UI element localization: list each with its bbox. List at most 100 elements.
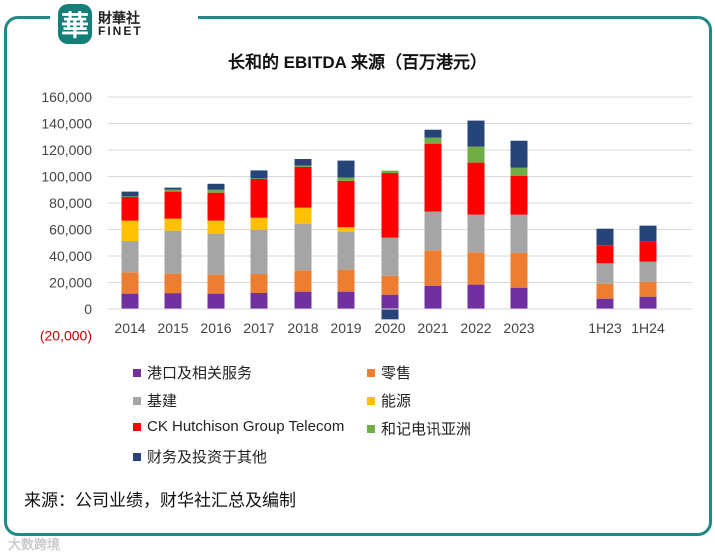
bar-segment xyxy=(164,191,182,219)
bar-segment xyxy=(337,160,355,178)
bar-segment xyxy=(250,170,268,179)
bar-segment xyxy=(207,189,225,193)
chart-title: 长和的 EBITDA 来源（百万港元） xyxy=(227,53,488,72)
x-tick-label: 1H24 xyxy=(631,320,665,336)
bar-segment xyxy=(639,225,657,242)
bar-segment xyxy=(207,293,225,309)
bar-segment xyxy=(164,218,182,231)
legend-swatch xyxy=(133,422,141,431)
bar-segment xyxy=(510,175,528,215)
bar-segment xyxy=(510,287,528,309)
bar-segment xyxy=(467,162,485,215)
legend-label: CK Hutchison Group Telecom xyxy=(147,418,345,435)
legend-label: 基建 xyxy=(147,393,178,410)
y-tick-label: 120,000 xyxy=(41,142,92,158)
bar-segment xyxy=(250,179,268,218)
legend-item: 财务及投资于其他 xyxy=(133,446,267,467)
bar-segment xyxy=(467,252,485,285)
legend-swatch xyxy=(133,368,141,377)
bar-segment xyxy=(121,272,139,294)
legend-swatch xyxy=(133,396,141,405)
bar-segment xyxy=(294,291,312,309)
bar-segment xyxy=(639,261,657,282)
y-tick-label: 40,000 xyxy=(49,248,92,264)
bar-segment xyxy=(467,214,485,253)
legend-item: CK Hutchison Group Telecom xyxy=(133,418,344,435)
x-tick-label: 2017 xyxy=(243,320,274,336)
bar-segment xyxy=(596,298,614,309)
x-tick-label: 2021 xyxy=(417,320,448,336)
bar-segment xyxy=(164,230,182,274)
x-tick-label: 2023 xyxy=(503,320,534,336)
bar-segment xyxy=(510,214,528,253)
bar-segment xyxy=(294,207,312,224)
bar-segment xyxy=(381,173,399,238)
bar-segment xyxy=(510,252,528,288)
y-tick-label: 140,000 xyxy=(41,116,92,132)
y-tick-label: 0 xyxy=(84,301,92,317)
bar-segment xyxy=(424,143,442,212)
bar-segment xyxy=(207,192,225,221)
bar-segment xyxy=(250,274,268,293)
legend-item: 基建 xyxy=(133,390,177,411)
y-tick-label: (20,000) xyxy=(40,328,92,344)
bar-segment xyxy=(121,197,139,221)
x-tick-label: 2015 xyxy=(157,320,188,336)
legend-label: 财务及投资于其他 xyxy=(147,449,268,466)
legend-item: 零售 xyxy=(367,362,411,383)
logo-cn: 財華社 xyxy=(98,10,140,26)
bar-segment xyxy=(294,166,312,208)
bar-segment xyxy=(596,263,614,284)
bar-segment xyxy=(510,167,528,176)
legend-item: 港口及相关服务 xyxy=(133,362,252,383)
bar-segment xyxy=(121,196,139,198)
x-tick-label: 2019 xyxy=(330,320,361,336)
bar-segment xyxy=(294,270,312,292)
bar-segment xyxy=(639,296,657,309)
bar-segment xyxy=(337,231,355,270)
bar-segment xyxy=(510,140,528,168)
bar-segment xyxy=(294,223,312,271)
x-tick-label: 2018 xyxy=(287,320,318,336)
bar-segment xyxy=(207,274,225,294)
bar-segment xyxy=(250,229,268,275)
bar-segment xyxy=(596,283,614,299)
bar-segment xyxy=(467,146,485,163)
logo-mark: 華 xyxy=(58,4,92,44)
bar-segment xyxy=(164,273,182,294)
bar-segment xyxy=(596,228,614,246)
bar-segment xyxy=(381,275,399,295)
y-tick-label: 20,000 xyxy=(49,275,92,291)
bar-segment xyxy=(337,177,355,181)
source-note: 来源：公司业绩，财华社汇总及编制 xyxy=(24,491,296,510)
legend-swatch xyxy=(367,368,375,377)
bar-segment xyxy=(164,189,182,192)
bar-segment xyxy=(424,211,442,251)
bar-segment xyxy=(294,165,312,167)
bar-segment xyxy=(381,294,399,309)
legend-label: 和记电讯亚洲 xyxy=(381,421,472,438)
bar-segment xyxy=(467,284,485,309)
legend-swatch xyxy=(367,424,375,433)
legend-label: 能源 xyxy=(381,393,412,410)
bar-segment xyxy=(121,293,139,309)
y-tick-label: 160,000 xyxy=(41,89,92,105)
bar-segment xyxy=(337,291,355,309)
bar-segment xyxy=(207,233,225,275)
bar-segment xyxy=(381,309,399,320)
legend-label: 港口及相关服务 xyxy=(147,365,253,382)
watermark: 大数跨境 xyxy=(8,537,61,552)
bar-segment xyxy=(207,220,225,234)
bar-segment xyxy=(164,187,182,190)
bar-segment xyxy=(250,178,268,180)
x-tick-label: 2020 xyxy=(374,320,405,336)
legend-item: 能源 xyxy=(367,390,411,411)
bar-segment xyxy=(424,250,442,286)
bar-segment xyxy=(337,227,355,232)
bar-segment xyxy=(164,293,182,309)
legend-item: 和记电讯亚洲 xyxy=(367,418,471,439)
x-tick-label: 2022 xyxy=(460,320,491,336)
legend-swatch xyxy=(367,396,375,405)
